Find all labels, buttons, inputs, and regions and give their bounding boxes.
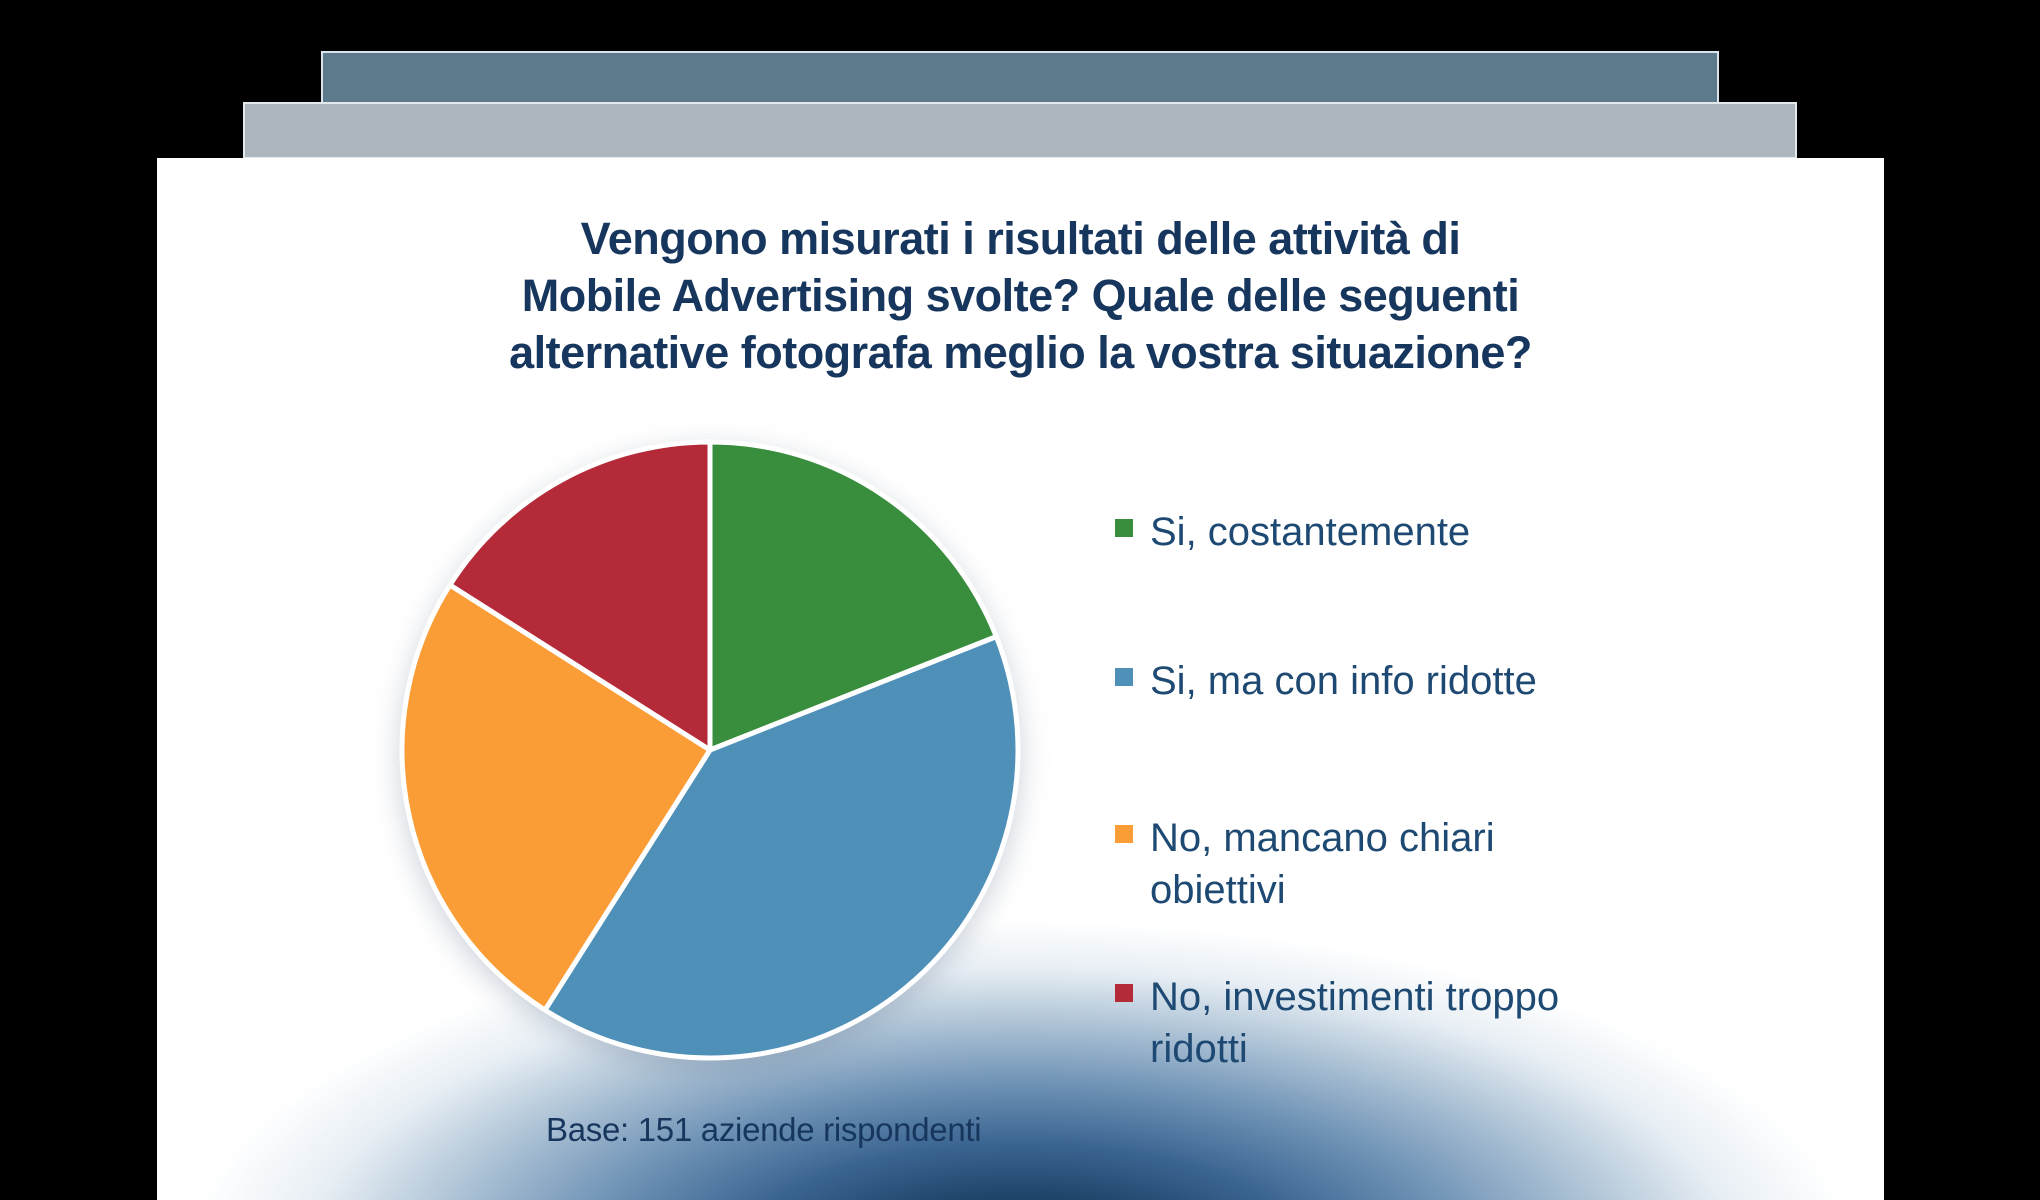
slide-title: Vengono misurati i risultati delle attiv… xyxy=(157,210,1884,381)
legend-item-si-costantemente: Si, costantemente xyxy=(1115,506,1470,558)
deck-back-bar xyxy=(321,51,1719,104)
slide: Vengono misurati i risultati delle attiv… xyxy=(157,158,1884,1200)
pie-chart-svg xyxy=(399,439,1021,1061)
slide-title-line-3: alternative fotografa meglio la vostra s… xyxy=(509,327,1532,378)
pie-slice-2 xyxy=(399,582,713,1013)
legend-swatch-blue xyxy=(1115,668,1133,686)
pie-slice-0 xyxy=(707,439,999,753)
legend-label: Si, ma con info ridotte xyxy=(1150,659,1537,703)
legend-item-no-mancano-obiettivi: No, mancano chiari obiettivi xyxy=(1115,812,1495,916)
slide-title-line-1: Vengono misurati i risultati delle attiv… xyxy=(580,213,1461,264)
legend-item-si-info-ridotte: Si, ma con info ridotte xyxy=(1115,655,1537,707)
legend-label: No, mancano chiari obiettivi xyxy=(1150,816,1495,912)
legend-swatch-orange xyxy=(1115,825,1133,843)
slide-title-line-2: Mobile Advertising svolte? Quale delle s… xyxy=(521,270,1520,321)
pie-slice-1 xyxy=(542,634,1021,1061)
deck-front-bar xyxy=(243,102,1797,159)
legend-label: No, investimenti troppo ridotti xyxy=(1150,975,1560,1071)
legend-item-no-investimenti-ridotti: No, investimenti troppo ridotti xyxy=(1115,971,1559,1075)
legend-swatch-green xyxy=(1115,519,1133,537)
pie-slice-3 xyxy=(447,439,713,753)
legend-label: Si, costantemente xyxy=(1150,510,1471,554)
legend-swatch-red xyxy=(1115,984,1133,1002)
pie-chart xyxy=(395,435,1025,1065)
base-note: Base: 151 aziende rispondenti xyxy=(546,1111,982,1148)
